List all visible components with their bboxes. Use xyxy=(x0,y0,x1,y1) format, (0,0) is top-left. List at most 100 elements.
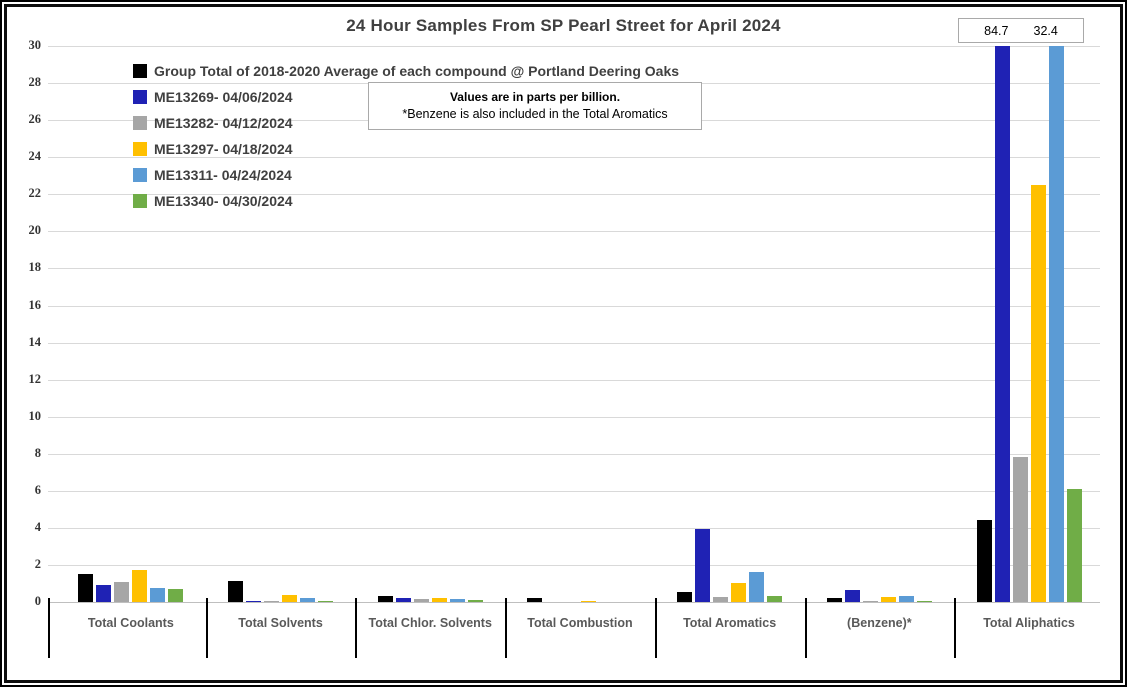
category-label: Total Coolants xyxy=(87,616,174,630)
legend-label: ME13297- 04/18/2024 xyxy=(154,141,293,157)
y-tick-label: 0 xyxy=(34,594,41,608)
clipped-bar-value: 84.7 xyxy=(984,23,1009,38)
y-tick-label: 30 xyxy=(28,38,42,53)
legend-color-swatch xyxy=(133,64,147,78)
category-label: Total Chlor. Solvents xyxy=(368,616,492,630)
bar xyxy=(731,583,747,602)
gridline xyxy=(48,416,1100,418)
y-tick-label: 4 xyxy=(34,519,41,534)
bar xyxy=(282,594,298,602)
gridline xyxy=(48,231,1100,233)
bar xyxy=(826,598,842,602)
bar xyxy=(1030,185,1046,602)
gridline xyxy=(48,46,1100,48)
legend-color-swatch xyxy=(133,116,147,130)
bar xyxy=(695,528,711,602)
bar xyxy=(1066,488,1082,602)
clipped-values-callout-box: 84.7 32.4 xyxy=(958,18,1084,43)
chart-title: 24 Hour Samples From SP Pearl Street for… xyxy=(346,16,781,35)
bar xyxy=(132,569,148,602)
bar xyxy=(96,585,112,602)
note-line-benzene: *Benzene is also included in the Total A… xyxy=(402,107,668,121)
gridline xyxy=(48,490,1100,492)
category-label: Total Combustion xyxy=(527,616,633,630)
bar xyxy=(168,589,184,602)
category-separator-tick xyxy=(355,598,358,658)
legend-item: Group Total of 2018-2020 Average of each… xyxy=(133,58,679,84)
y-tick-label: 16 xyxy=(28,297,42,312)
legend-label: Group Total of 2018-2020 Average of each… xyxy=(154,63,680,79)
bar xyxy=(413,599,429,602)
bar xyxy=(713,597,729,602)
category-label: (Benzene)* xyxy=(847,616,912,630)
bar xyxy=(395,598,411,602)
legend-color-swatch xyxy=(133,168,147,182)
legend-item: ME13297- 04/18/2024 xyxy=(133,136,679,162)
legend-label: ME13311- 04/24/2024 xyxy=(154,167,292,183)
y-tick-label: 28 xyxy=(28,75,42,90)
bar xyxy=(898,595,914,602)
bar xyxy=(767,596,783,602)
gridline xyxy=(48,194,1100,196)
y-tick-label: 2 xyxy=(34,556,41,571)
category-separator-tick xyxy=(48,598,50,658)
gridline xyxy=(48,602,1100,603)
y-tick-label: 14 xyxy=(28,334,42,349)
bar xyxy=(1012,457,1028,602)
bar xyxy=(916,601,932,602)
bar xyxy=(300,598,316,602)
legend-color-swatch xyxy=(133,90,147,104)
legend-color-swatch xyxy=(133,142,147,156)
gridline xyxy=(48,305,1100,307)
bar xyxy=(862,600,878,602)
bar xyxy=(581,601,597,602)
bar xyxy=(246,600,262,602)
category-label: Total Aliphatics xyxy=(983,616,1075,630)
y-tick-label: 18 xyxy=(28,260,42,275)
chart-frame: 24 Hour Samples From SP Pearl Street for… xyxy=(4,4,1123,683)
bar xyxy=(749,572,765,602)
bar xyxy=(78,574,94,602)
legend-label: ME13340- 04/30/2024 xyxy=(154,193,293,209)
gridline xyxy=(48,342,1100,344)
y-tick-label: 8 xyxy=(34,445,41,460)
y-tick-label: 22 xyxy=(28,186,42,201)
bar xyxy=(449,599,465,602)
clipped-bar-value: 32.4 xyxy=(1033,23,1058,38)
bar xyxy=(976,519,992,602)
gridline xyxy=(48,157,1100,159)
gridline xyxy=(48,379,1100,381)
gridline xyxy=(48,453,1100,455)
legend-item: ME13311- 04/24/2024 xyxy=(133,162,679,188)
bar xyxy=(467,599,483,602)
legend-label: ME13269- 04/06/2024 xyxy=(154,89,293,105)
note-line-units: Values are in parts per billion. xyxy=(449,90,621,104)
legend-label: ME13282- 04/12/2024 xyxy=(154,115,293,131)
bar xyxy=(377,595,393,602)
gridline xyxy=(48,564,1100,566)
legend-item: ME13282- 04/12/2024 xyxy=(133,110,679,136)
gridline xyxy=(48,527,1100,529)
y-tick-label: 20 xyxy=(28,223,42,238)
legend: Group Total of 2018-2020 Average of each… xyxy=(133,58,679,214)
bar xyxy=(114,581,130,602)
category-separator-tick xyxy=(505,598,508,658)
bar xyxy=(1048,46,1064,602)
bar xyxy=(677,591,693,602)
category-separator-tick xyxy=(804,598,807,658)
y-tick-label: 6 xyxy=(34,482,41,497)
legend-color-swatch xyxy=(133,194,147,208)
bar xyxy=(228,580,244,602)
y-tick-label: 12 xyxy=(28,371,42,386)
gridline xyxy=(48,268,1100,270)
bar xyxy=(844,589,860,602)
legend-item: ME13269- 04/06/2024 xyxy=(133,84,679,110)
category-separator-tick xyxy=(205,598,208,658)
bar xyxy=(431,598,447,602)
bar xyxy=(264,600,280,602)
y-tick-label: 26 xyxy=(28,112,42,127)
bar xyxy=(880,597,896,602)
note-box: Values are in parts per billion. *Benzen… xyxy=(368,82,702,130)
y-tick-label: 24 xyxy=(28,149,42,164)
